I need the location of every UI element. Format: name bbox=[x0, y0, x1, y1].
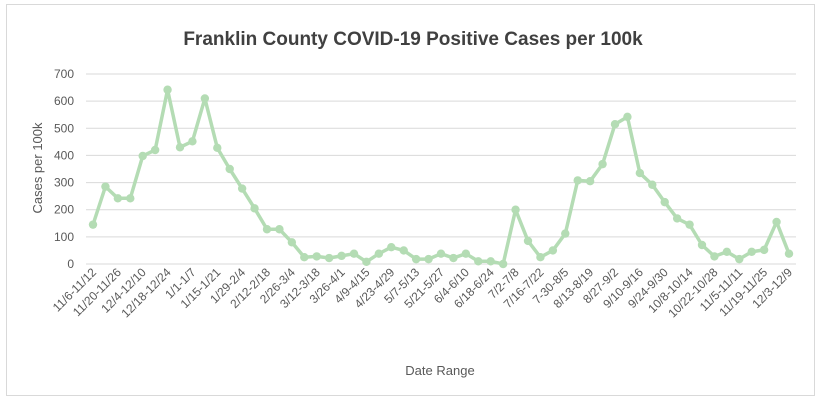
data-point bbox=[250, 204, 259, 213]
data-point bbox=[561, 229, 570, 238]
data-point bbox=[362, 257, 371, 267]
y-tick-label: 0 bbox=[67, 257, 74, 271]
y-axis-label: Cases per 100k bbox=[30, 122, 45, 214]
data-point bbox=[113, 194, 123, 203]
data-point bbox=[585, 177, 595, 186]
y-tick-label: 200 bbox=[54, 203, 74, 217]
data-point bbox=[710, 252, 719, 261]
data-point bbox=[735, 254, 744, 264]
data-point bbox=[685, 220, 694, 229]
data-point bbox=[399, 246, 408, 255]
data-point bbox=[200, 94, 210, 103]
data-point bbox=[150, 145, 160, 155]
data-point bbox=[747, 247, 756, 256]
data-point bbox=[300, 253, 309, 262]
data-point bbox=[374, 249, 384, 258]
data-point bbox=[660, 197, 669, 207]
y-axis-ticks: 0 100 200 300 400 500 600 700 bbox=[54, 67, 74, 271]
y-tick-label: 700 bbox=[54, 67, 74, 81]
data-point bbox=[573, 176, 582, 185]
data-point bbox=[536, 253, 545, 262]
y-tick-label: 500 bbox=[54, 121, 74, 135]
data-point bbox=[461, 249, 471, 258]
data-point bbox=[424, 254, 433, 264]
data-point bbox=[163, 85, 172, 94]
data-point bbox=[672, 214, 682, 223]
data-point bbox=[275, 225, 284, 234]
data-point bbox=[262, 225, 272, 234]
data-point bbox=[126, 194, 135, 203]
data-point bbox=[237, 184, 247, 193]
data-point bbox=[598, 159, 607, 169]
y-tick-label: 400 bbox=[54, 148, 74, 162]
data-point bbox=[337, 251, 346, 261]
data-point bbox=[138, 151, 147, 161]
data-point bbox=[436, 249, 446, 258]
data-point bbox=[548, 246, 558, 255]
data-point bbox=[225, 164, 234, 174]
data-point bbox=[411, 254, 421, 264]
data-point bbox=[635, 168, 645, 178]
series-line bbox=[91, 87, 791, 266]
data-point bbox=[213, 143, 222, 153]
data-point bbox=[772, 217, 781, 227]
data-point bbox=[88, 220, 98, 229]
data-point bbox=[387, 242, 396, 252]
data-point bbox=[759, 245, 769, 255]
data-point bbox=[287, 238, 297, 247]
gridlines bbox=[86, 73, 796, 265]
data-point bbox=[623, 112, 632, 122]
data-point bbox=[511, 205, 520, 214]
data-point bbox=[349, 249, 359, 258]
data-point bbox=[784, 249, 794, 258]
data-point bbox=[312, 252, 321, 261]
data-point bbox=[697, 240, 707, 250]
y-tick-label: 600 bbox=[54, 94, 74, 108]
data-point bbox=[498, 259, 508, 269]
data-point bbox=[648, 180, 657, 189]
chart-frame bbox=[6, 4, 815, 396]
data-point bbox=[722, 247, 732, 256]
data-point bbox=[175, 143, 185, 152]
data-point bbox=[324, 253, 334, 263]
data-point bbox=[449, 253, 458, 263]
data-point bbox=[101, 182, 110, 191]
data-point bbox=[523, 236, 533, 246]
x-axis-label: Date Range bbox=[405, 363, 474, 378]
y-tick-label: 300 bbox=[54, 176, 74, 190]
data-points bbox=[88, 85, 794, 269]
data-point bbox=[188, 137, 197, 146]
data-point bbox=[610, 120, 620, 129]
chart-title: Franklin County COVID-19 Positive Cases … bbox=[183, 29, 643, 50]
x-axis-ticks: 11/6-11/1211/20-11/2612/4-12/1012/18-12/… bbox=[50, 265, 795, 320]
data-point bbox=[474, 257, 483, 266]
data-point bbox=[486, 257, 495, 266]
y-tick-label: 100 bbox=[54, 230, 74, 244]
